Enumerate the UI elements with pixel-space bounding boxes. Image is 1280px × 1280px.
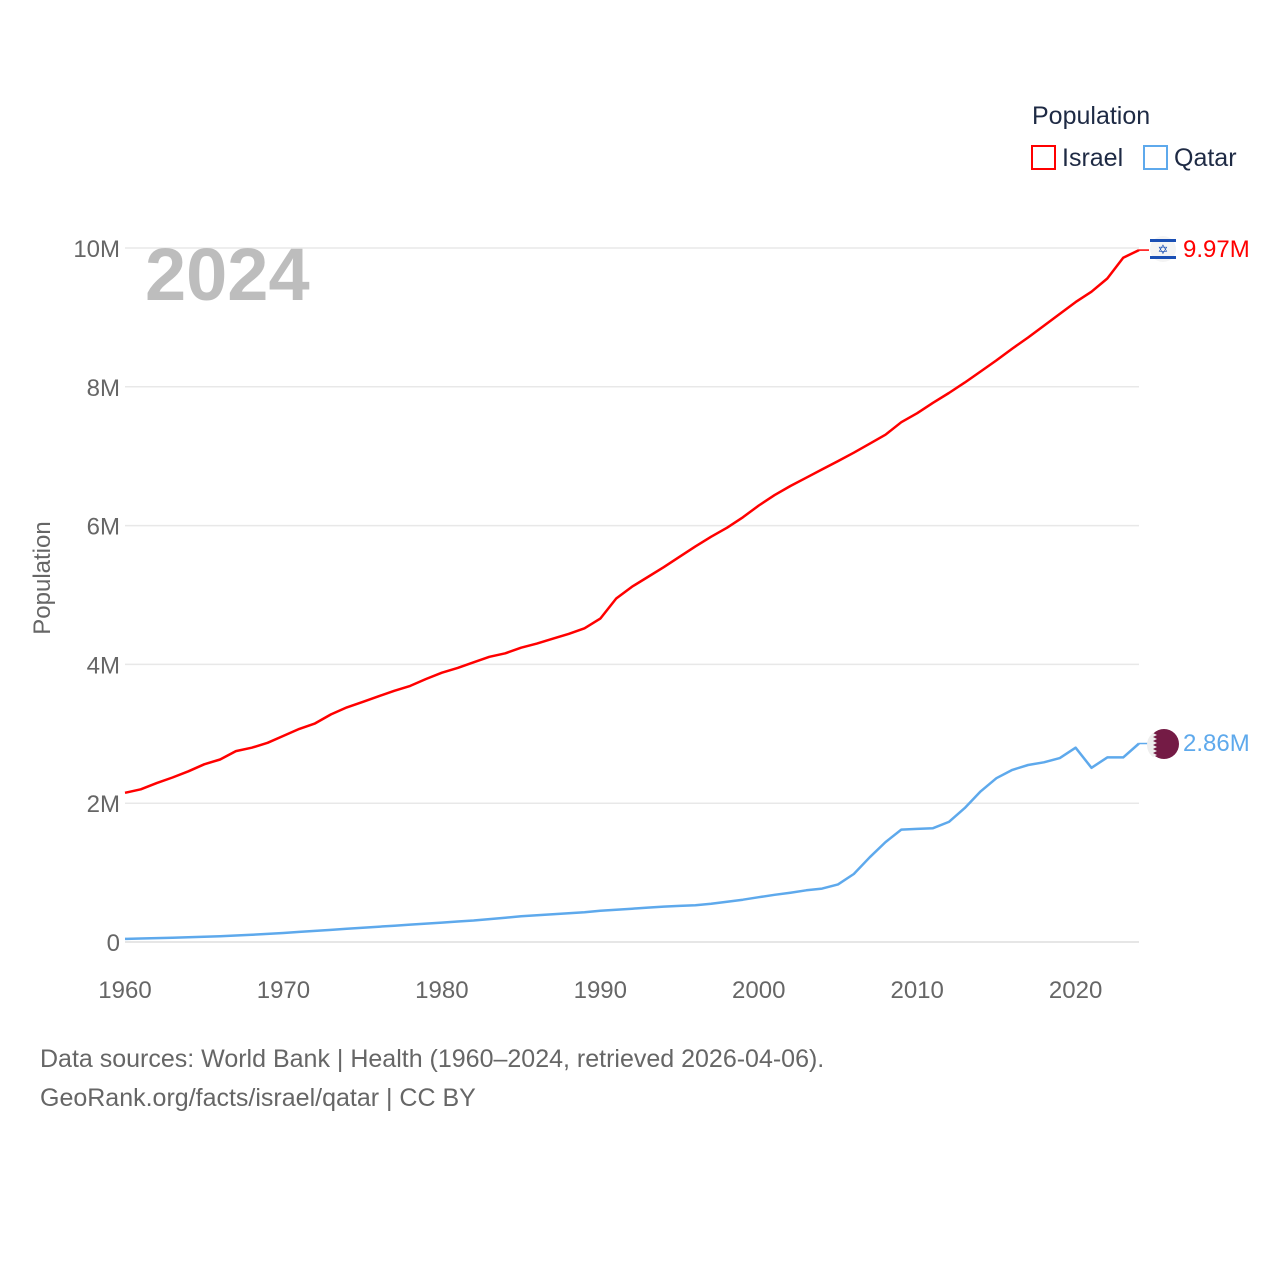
legend-label-qatar: Qatar [1174, 144, 1237, 172]
y-tick-label: 10M [73, 236, 120, 263]
y-axis-label: Population [29, 521, 56, 634]
x-tick-label: 2010 [890, 977, 943, 1004]
x-tick-label: 1960 [98, 977, 151, 1004]
israel-flag-icon: ✡ [1150, 236, 1176, 262]
y-tick-label: 4M [87, 652, 120, 679]
legend-label-israel: Israel [1062, 144, 1123, 172]
x-tick-label: 2000 [732, 977, 785, 1004]
x-tick-label: 2020 [1049, 977, 1102, 1004]
qatar-flag-icon [1147, 729, 1179, 759]
series-line-israel [124, 248, 1140, 795]
y-tick-label: 2M [87, 791, 120, 818]
legend-swatch-qatar [1143, 145, 1168, 170]
qatar-end-label: 2.86M [1183, 730, 1250, 757]
legend-title: Population [1032, 102, 1150, 130]
x-tick-label: 1970 [257, 977, 310, 1004]
svg-text:✡: ✡ [1158, 242, 1169, 257]
x-tick-label: 1990 [574, 977, 627, 1004]
legend-item-qatar[interactable]: Qatar [1143, 144, 1237, 172]
attribution-link[interactable]: GeoRank.org/facts/israel/qatar | CC BY [40, 1084, 476, 1112]
israel-end-label: 9.97M [1183, 236, 1250, 263]
y-tick-label: 0 [107, 930, 120, 957]
year-watermark: 2024 [145, 233, 310, 316]
legend-item-israel[interactable]: Israel [1031, 144, 1123, 172]
y-tick-label: 8M [87, 375, 120, 402]
legend-swatch-israel [1031, 145, 1056, 170]
y-tick-label: 6M [87, 514, 120, 541]
x-tick-label: 1980 [415, 977, 468, 1004]
series-line-qatar [124, 742, 1140, 941]
data-source-note: Data sources: World Bank | Health (1960–… [40, 1045, 825, 1073]
